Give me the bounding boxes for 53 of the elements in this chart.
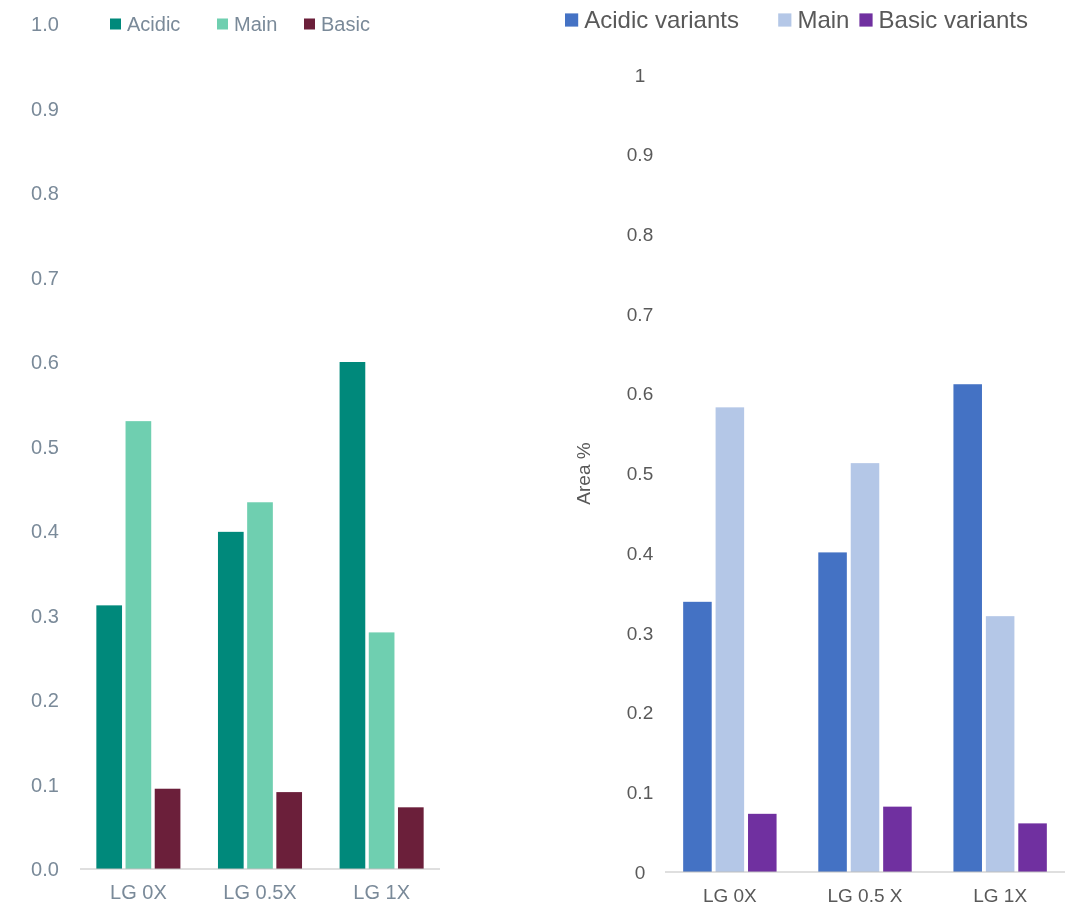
bar [125, 421, 152, 869]
bar [715, 407, 745, 872]
bar [96, 605, 123, 869]
y-tick-label: 1 [634, 64, 646, 86]
bar [953, 384, 982, 872]
bar [247, 502, 273, 869]
bar [217, 531, 244, 869]
x-tick-label: LG 1X [973, 885, 1028, 906]
y-tick-label: 0.6 [626, 383, 654, 405]
legend-label: Main [797, 6, 850, 34]
y-tick-label: 0.4 [31, 520, 59, 542]
y-tick-label: 0.8 [31, 182, 59, 204]
y-tick-label: 0.2 [31, 689, 59, 711]
bar [368, 632, 395, 869]
y-tick-label: 0.0 [31, 858, 59, 880]
y-tick-label: 0.1 [626, 781, 654, 803]
y-axis-title: Area % [573, 442, 594, 505]
bar [339, 362, 366, 869]
y-tick-label: 0.7 [626, 303, 654, 325]
bar [276, 792, 303, 869]
bar [683, 601, 712, 872]
y-tick-label: 0.6 [31, 351, 59, 373]
y-tick-label: 0 [634, 861, 646, 883]
y-tick-label: 0.9 [31, 97, 59, 120]
bar [883, 806, 912, 872]
y-tick-label: 0.8 [626, 224, 654, 246]
y-tick-label: 0.2 [626, 702, 654, 724]
legend-label: Acidic variants [584, 6, 739, 34]
y-tick-label: 0.7 [31, 266, 59, 289]
x-tick-label: LG 0.5X [223, 881, 297, 903]
y-tick-label: 1.0 [31, 13, 59, 35]
legend-label: Basic variants [878, 6, 1028, 34]
bar [818, 552, 847, 872]
x-tick-label: LG 1X [353, 881, 410, 903]
y-tick-label: 0.1 [31, 773, 59, 796]
y-tick-label: 0.9 [626, 144, 654, 166]
legend-label: Acidic [127, 13, 181, 35]
x-tick-label: LG 0.5 X [827, 885, 903, 906]
y-tick-label: 0.3 [31, 604, 59, 627]
x-tick-label: LG 0X [110, 881, 167, 903]
bar [154, 788, 181, 869]
bar [748, 813, 777, 872]
y-tick-label: 0.5 [626, 463, 654, 485]
y-tick-label: 0.5 [31, 435, 59, 458]
legend-label: Basic [321, 13, 370, 35]
y-tick-label: 0.3 [626, 622, 654, 644]
legend-label: Main [234, 13, 278, 35]
bar [397, 807, 424, 869]
x-tick-label: LG 0X [702, 885, 758, 906]
bar [850, 463, 880, 872]
y-tick-label: 0.4 [626, 542, 654, 564]
bar [1018, 823, 1047, 872]
bar [985, 616, 1015, 872]
